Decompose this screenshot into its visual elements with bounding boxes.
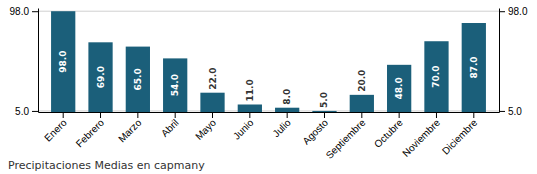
y2-tick-mark bbox=[499, 11, 505, 12]
x-tick-label: Noviembre bbox=[400, 117, 442, 159]
y-axis: 5.0 98.0 bbox=[10, 6, 39, 117]
x-tick-mark bbox=[137, 112, 138, 118]
axis-line bbox=[39, 112, 500, 113]
data-label: 11.0 bbox=[245, 79, 255, 101]
x-tick-label: Febrero bbox=[74, 117, 107, 150]
x-tick-label: Mayo bbox=[193, 117, 218, 142]
y-tick-mark bbox=[32, 111, 38, 112]
x-tick: Enero bbox=[42, 112, 69, 144]
bar bbox=[350, 95, 374, 112]
x-tick: Diciembre bbox=[440, 112, 480, 157]
x-tick-label: Diciembre bbox=[440, 117, 480, 157]
bar bbox=[312, 111, 336, 112]
bars bbox=[51, 11, 486, 112]
x-tick: Marzo bbox=[116, 112, 144, 144]
bar bbox=[126, 47, 150, 112]
title: Precipitaciones Medias en capmany bbox=[8, 159, 205, 172]
axis-line bbox=[499, 9, 500, 113]
x-tick-label: Marzo bbox=[116, 117, 144, 145]
data-label: 98.0 bbox=[58, 50, 68, 72]
x-tick-label: Julio bbox=[270, 117, 293, 140]
x-tick-label: Septiembre bbox=[324, 117, 368, 161]
y2-tick: 98.0 bbox=[499, 6, 528, 17]
x-tick-mark bbox=[63, 112, 64, 118]
grid-line bbox=[38, 11, 499, 12]
data-label: 8.0 bbox=[282, 89, 292, 105]
x-tick: Noviembre bbox=[400, 112, 442, 159]
x-tick-mark bbox=[212, 112, 213, 118]
data-label: 20.0 bbox=[357, 70, 367, 92]
y-tick: 98.0 bbox=[10, 6, 38, 17]
y2-tick-label: 98.0 bbox=[508, 6, 528, 17]
x-tick-mark bbox=[249, 112, 250, 118]
x-tick-label: Junio bbox=[231, 117, 256, 142]
x-tick-mark bbox=[324, 112, 325, 118]
data-label: 48.0 bbox=[394, 77, 404, 99]
x-tick: Julio bbox=[270, 112, 293, 139]
y2-tick-label: 5.0 bbox=[508, 106, 522, 117]
x-tick: Agosto bbox=[300, 112, 330, 147]
x-tick: Junio bbox=[231, 112, 256, 142]
x-tick: Abril bbox=[159, 112, 181, 139]
x-tick-label: Octubre bbox=[372, 117, 405, 150]
axis-line bbox=[38, 9, 39, 113]
bar bbox=[88, 42, 112, 112]
data-label: 5.0 bbox=[319, 92, 329, 108]
bar bbox=[200, 93, 224, 112]
bar bbox=[462, 23, 486, 112]
x-tick-mark bbox=[473, 112, 474, 118]
x-tick-mark bbox=[399, 112, 400, 118]
data-labels: 98.0 69.0 65.0 54.0 22.0 11.0 8.0 5.0 20.0 48.0 70… bbox=[58, 50, 479, 107]
data-label: 54.0 bbox=[170, 74, 180, 96]
x-tick-mark bbox=[175, 112, 176, 118]
data-label: 65.0 bbox=[133, 68, 143, 90]
y2-tick-mark bbox=[499, 111, 505, 112]
data-label: 22.0 bbox=[208, 67, 218, 89]
x-tick: Octubre bbox=[372, 112, 405, 150]
x-tick: Mayo bbox=[193, 112, 218, 142]
plot: EneroFebrero Marzo Abril Mayo Junio Julio Agos… bbox=[10, 6, 528, 161]
x-tick: Septiembre bbox=[324, 112, 368, 161]
y2-axis: 5.0 98.0 bbox=[499, 6, 528, 117]
x-tick-label: Abril bbox=[159, 117, 181, 139]
bar bbox=[51, 11, 75, 112]
x-tick: Febrero bbox=[74, 112, 107, 149]
bar bbox=[275, 108, 299, 112]
x-tick-mark bbox=[287, 112, 288, 118]
x-tick-label: Enero bbox=[42, 117, 69, 144]
x-tick-mark bbox=[100, 112, 101, 118]
y-tick: 5.0 bbox=[15, 106, 38, 117]
x-tick-label: Agosto bbox=[300, 117, 330, 147]
bar bbox=[238, 104, 262, 112]
bar bbox=[424, 41, 448, 112]
bar bbox=[163, 58, 187, 112]
y-tick-mark bbox=[32, 11, 38, 12]
x-axis: EneroFebrero Marzo Abril Mayo Junio Julio Agos… bbox=[39, 112, 500, 161]
data-label: 69.0 bbox=[96, 66, 106, 88]
x-tick-mark bbox=[361, 112, 362, 118]
y-tick-label: 5.0 bbox=[15, 106, 29, 117]
data-label: 87.0 bbox=[469, 56, 479, 78]
data-label: 70.0 bbox=[431, 66, 441, 88]
x-tick-mark bbox=[436, 112, 437, 118]
bar bbox=[387, 65, 411, 112]
chart: EneroFebrero Marzo Abril Mayo Junio Julio Agos… bbox=[0, 0, 537, 174]
y2-tick: 5.0 bbox=[499, 106, 522, 117]
y-tick-label: 98.0 bbox=[10, 6, 30, 17]
